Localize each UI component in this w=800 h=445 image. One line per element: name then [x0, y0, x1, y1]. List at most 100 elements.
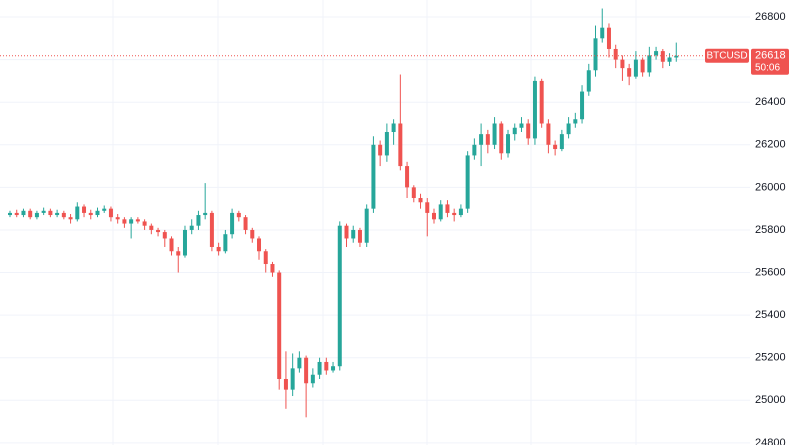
- candle-body: [492, 123, 497, 145]
- candle-body: [418, 198, 423, 203]
- candle-body: [674, 55, 679, 58]
- candle-body: [411, 187, 416, 199]
- candle-body: [55, 212, 60, 216]
- candle-body: [68, 217, 73, 220]
- candle-body: [102, 208, 107, 211]
- candle-body: [586, 70, 591, 92]
- candle-body: [41, 210, 46, 213]
- candle-body: [445, 204, 450, 213]
- candle-body: [357, 229, 362, 243]
- candle-body: [21, 210, 26, 216]
- candle-body: [485, 134, 490, 145]
- countdown-label: 50:06: [755, 62, 780, 73]
- y-tick-label: 26200: [755, 139, 786, 151]
- candle-body: [600, 27, 605, 39]
- candle-body: [203, 212, 208, 216]
- candle-body: [405, 166, 410, 188]
- symbol-label: BTCUSD: [706, 50, 747, 61]
- candle-body: [431, 212, 436, 220]
- candle-body: [384, 132, 389, 156]
- candle-body: [243, 217, 248, 230]
- candle-body: [317, 361, 322, 375]
- candle-body: [506, 134, 511, 154]
- candle-body: [135, 219, 140, 222]
- y-tick-label: 25200: [755, 352, 786, 364]
- candle-body: [425, 202, 430, 213]
- y-tick-label: 25800: [755, 224, 786, 236]
- candle-body: [149, 225, 154, 230]
- y-tick-label: 24800: [755, 437, 786, 445]
- candle-body: [129, 219, 134, 224]
- candle-body: [8, 212, 12, 216]
- y-tick-label: 25600: [755, 266, 786, 278]
- candle-body: [28, 210, 33, 218]
- candle-body: [297, 357, 302, 369]
- y-tick-label: 26400: [755, 96, 786, 108]
- candle-body: [337, 225, 342, 367]
- candle-body: [209, 212, 214, 247]
- candle-body: [620, 59, 625, 69]
- candle-body: [324, 361, 329, 371]
- candle-body: [566, 123, 571, 135]
- candle-body: [142, 221, 147, 226]
- candle-body: [14, 212, 19, 216]
- y-tick-label: 26000: [755, 181, 786, 193]
- candle-body: [438, 204, 443, 220]
- candle-body: [283, 378, 288, 390]
- candle-body: [465, 155, 470, 209]
- candle-body: [532, 80, 537, 139]
- candle-body: [472, 144, 477, 156]
- candle-body: [95, 210, 100, 216]
- candle-body: [82, 206, 87, 213]
- candle-body: [156, 229, 161, 233]
- candle-body: [539, 80, 544, 124]
- candle-body: [391, 123, 396, 133]
- y-tick-label: 26800: [755, 11, 786, 23]
- candle-body: [115, 217, 120, 220]
- candle-body: [108, 208, 113, 218]
- candle-body: [189, 225, 194, 230]
- candle-body: [331, 366, 336, 371]
- candle-body: [667, 57, 672, 62]
- candle-body: [573, 119, 578, 124]
- candle-body: [162, 232, 167, 239]
- candle-body: [647, 55, 652, 73]
- candle-body: [364, 208, 369, 243]
- candle-body: [378, 144, 383, 156]
- candle-body: [263, 251, 268, 265]
- candle-body: [479, 134, 484, 145]
- candle-body: [250, 229, 255, 239]
- candle-body: [371, 144, 376, 209]
- candle-body: [452, 212, 457, 216]
- symbol-box: [705, 48, 749, 63]
- candle-body: [398, 123, 403, 167]
- candle-body: [640, 59, 645, 73]
- candle-body: [75, 206, 80, 220]
- candle-body: [499, 123, 504, 154]
- candle-body: [519, 123, 524, 128]
- candle-body: [277, 272, 282, 379]
- y-tick-label: 25400: [755, 309, 786, 321]
- y-tick-label: 25000: [755, 394, 786, 406]
- candle-body: [304, 357, 309, 384]
- candle-body: [216, 246, 221, 252]
- candle-body: [270, 264, 275, 273]
- candle-body: [223, 234, 228, 252]
- candle-body: [512, 127, 517, 135]
- candle-body: [559, 134, 564, 150]
- candle-body: [122, 219, 127, 224]
- candle-body: [236, 212, 241, 218]
- candle-body: [182, 229, 187, 256]
- candle-body: [257, 238, 262, 252]
- candle-body: [633, 59, 638, 77]
- candle-body: [344, 225, 349, 239]
- candle-body: [48, 210, 53, 216]
- candle-body: [553, 144, 558, 150]
- candle-body: [526, 123, 531, 139]
- candle-body: [169, 238, 174, 252]
- candle-body: [654, 51, 659, 56]
- candle-body: [310, 374, 315, 384]
- candle-body: [613, 48, 618, 60]
- candle-body: [351, 229, 356, 239]
- candle-body: [61, 212, 66, 218]
